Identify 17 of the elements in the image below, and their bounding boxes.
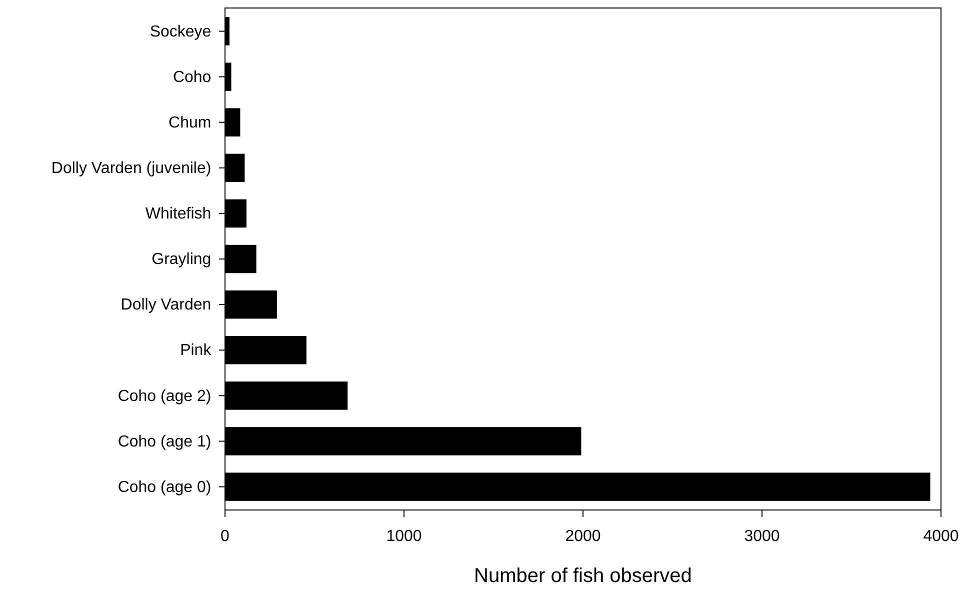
y-tick-label: Coho (age 0) [118, 478, 212, 496]
y-tick-label: Pink [180, 342, 212, 360]
y-tick-label: Dolly Varden (juvenile) [51, 160, 212, 178]
y-tick-label: Chum [168, 114, 212, 132]
x-tick-label: 4000 [923, 528, 959, 545]
y-tick-label: Sockeye [150, 23, 212, 40]
x-tick-label: 0 [220, 528, 230, 545]
y-tick-label: Coho (age 2) [118, 388, 212, 405]
x-tick-label: 1000 [386, 528, 422, 545]
y-tick-label: Dolly Varden [120, 296, 212, 314]
x-tick-label: 3000 [744, 528, 780, 545]
x-tick-label: 2000 [565, 528, 601, 545]
x-axis-title: Number of fish observed [474, 565, 692, 587]
y-tick-label: Grayling [152, 251, 212, 268]
y-tick-label: Coho [172, 68, 212, 86]
y-tick-label: Coho (age 1) [118, 433, 212, 450]
y-tick-label: Whitefish [145, 206, 212, 223]
